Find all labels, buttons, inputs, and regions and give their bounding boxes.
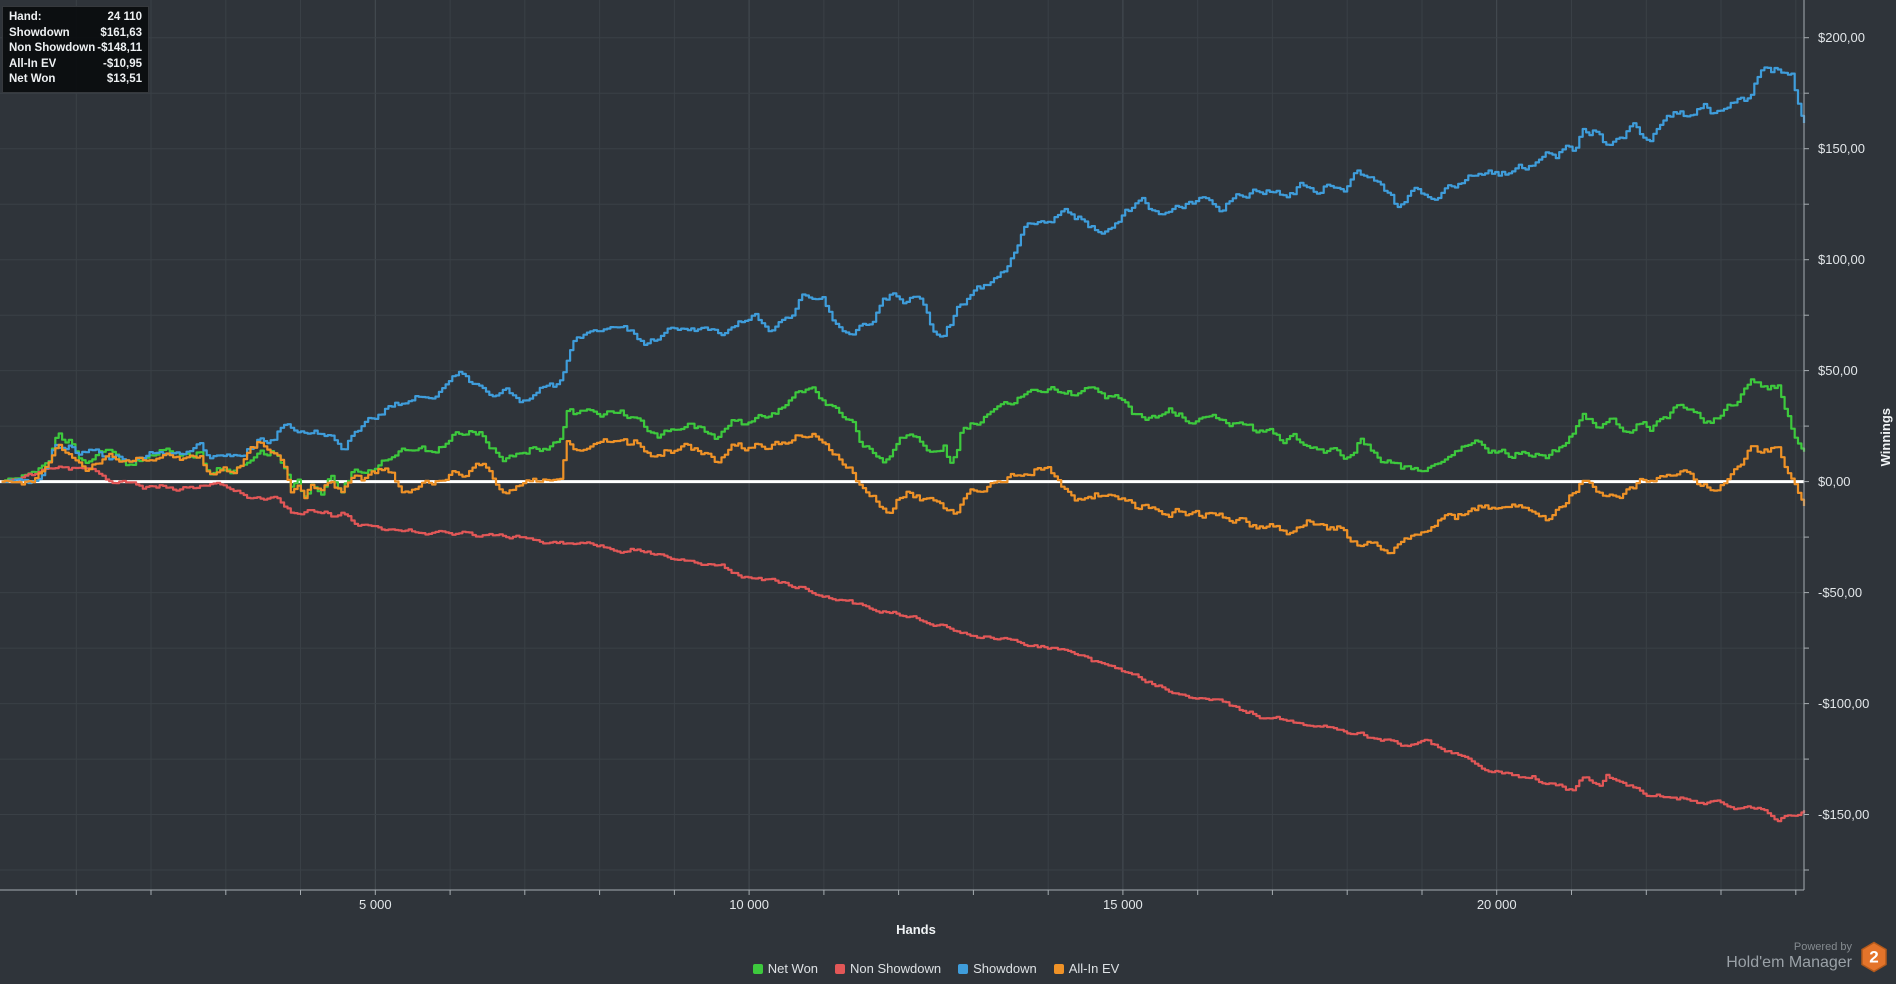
series-line-all-in-ev — [1, 432, 1806, 555]
stats-label-hand: Hand: — [9, 11, 42, 23]
series-line-non-showdown — [1, 465, 1806, 823]
axis-frame — [0, 0, 1809, 895]
legend-item-showdown[interactable]: Showdown — [958, 961, 1037, 976]
y-axis-tick-labels: $200,00 $150,00 $100,00 $50,00 $0,00 -$50,00 -… — [1818, 30, 1869, 822]
stats-value-showdown: $161,63 — [100, 26, 142, 39]
gridlines — [0, 0, 1804, 890]
y-axis-title: Winnings — [1878, 408, 1893, 467]
y-tick-label: -$150,00 — [1818, 807, 1869, 822]
y-tick-label: -$50,00 — [1818, 585, 1862, 600]
stats-value-hand: 24 110 — [107, 11, 142, 23]
stats-row-all-in-ev: All-In EV -$10,95 — [9, 57, 142, 73]
legend-item-net-won[interactable]: Net Won — [752, 961, 819, 976]
series-lines — [1, 66, 1806, 823]
chart-legend: Net Won Non Showdown Showdown All-In EV — [0, 961, 1872, 976]
stats-row-showdown: Showdown $161,63 — [9, 26, 142, 42]
powered-by-text: Powered by Hold'em Manager — [1726, 941, 1852, 972]
y-tick-label: $100,00 — [1818, 252, 1865, 267]
legend-item-non-showdown[interactable]: Non Showdown — [835, 961, 941, 976]
hm2-badge-icon: 2 — [1861, 941, 1887, 973]
stats-row-hand: Hand: 24 110 — [9, 10, 142, 26]
y-tick-label: $150,00 — [1818, 141, 1865, 156]
y-tick-label: $200,00 — [1818, 30, 1865, 45]
y-tick-label: $50,00 — [1818, 363, 1858, 378]
series-line-net-won — [1, 378, 1806, 498]
y-tick-label: -$100,00 — [1818, 696, 1869, 711]
hand-stats-box: Hand: 24 110 Showdown $161,63 Non Showdo… — [2, 6, 149, 93]
net-won-swatch-icon — [752, 963, 763, 974]
x-axis-tick-labels: 5 000 10 000 15 000 20 000 — [359, 897, 1517, 912]
x-tick-label: 15 000 — [1103, 897, 1143, 912]
y-tick-label: $0,00 — [1818, 474, 1851, 489]
stats-label-showdown: Showdown — [9, 26, 70, 39]
brand-name: Hold'em Manager — [1726, 954, 1852, 972]
legend-label-showdown: Showdown — [973, 961, 1037, 976]
x-tick-label: 10 000 — [729, 897, 769, 912]
stats-label-net-won: Net Won — [9, 73, 56, 86]
stats-label-all-in-ev: All-In EV — [9, 57, 57, 70]
x-tick-label: 20 000 — [1477, 897, 1517, 912]
powered-by-line: Powered by — [1793, 941, 1852, 954]
all-in-ev-swatch-icon — [1053, 963, 1064, 974]
stats-value-net-won: $13,51 — [106, 73, 142, 86]
legend-label-net-won: Net Won — [767, 961, 819, 976]
stats-row-net-won: Net Won $13,51 — [9, 72, 142, 88]
stats-label-non-showdown: Non Showdown — [9, 42, 95, 55]
powered-by-block: Powered by Hold'em Manager 2 — [1726, 941, 1889, 973]
svg-text:2: 2 — [1869, 948, 1878, 967]
legend-label-all-in-ev: All-In EV — [1068, 961, 1120, 976]
legend-item-all-in-ev[interactable]: All-In EV — [1053, 961, 1120, 976]
non-showdown-swatch-icon — [835, 963, 846, 974]
legend-label-non-showdown: Non Showdown — [850, 961, 942, 976]
showdown-swatch-icon — [958, 963, 969, 974]
x-axis-title: Hands — [896, 922, 936, 937]
x-tick-label: 5 000 — [359, 897, 392, 912]
stats-row-non-showdown: Non Showdown -$148,11 — [9, 41, 142, 57]
series-line-showdown — [1, 66, 1806, 485]
stats-value-non-showdown: -$148,11 — [97, 42, 142, 55]
stats-value-all-in-ev: -$10,95 — [102, 57, 142, 70]
